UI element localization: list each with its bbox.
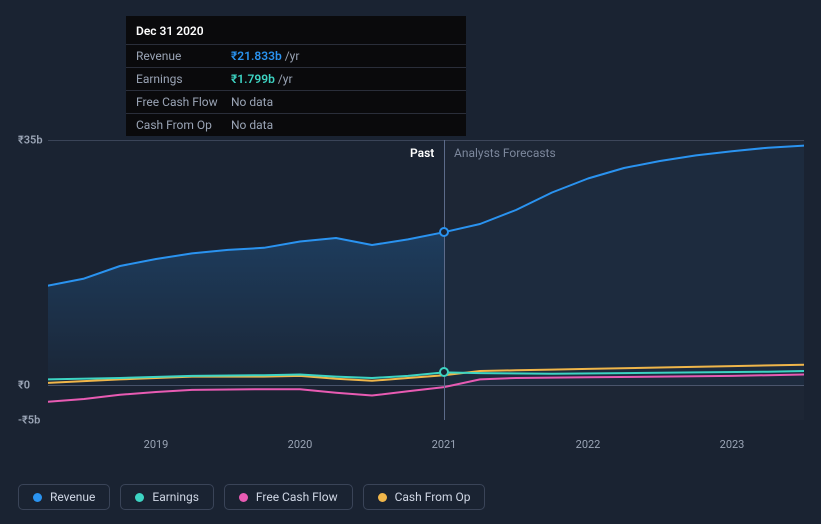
tooltip-metric-value: ₹1.799b /yr xyxy=(231,72,293,86)
legend-dot xyxy=(33,493,42,502)
tooltip-row: Revenue₹21.833b /yr xyxy=(126,44,466,67)
tooltip-metric-value: ₹21.833b /yr xyxy=(231,49,299,63)
tooltip-row: Earnings₹1.799b /yr xyxy=(126,67,466,90)
legend-item-earnings[interactable]: Earnings xyxy=(120,484,214,510)
tooltip-row: Cash From OpNo data xyxy=(126,113,466,136)
tooltip-metric-label: Cash From Op xyxy=(136,118,231,132)
legend-item-free-cash-flow[interactable]: Free Cash Flow xyxy=(224,484,353,510)
tooltip-metric-label: Earnings xyxy=(136,72,231,86)
tooltip-metric-label: Free Cash Flow xyxy=(136,95,231,109)
legend-dot xyxy=(135,493,144,502)
x-axis-tick: 2020 xyxy=(288,438,313,451)
data-marker xyxy=(439,367,449,377)
legend-dot xyxy=(239,493,248,502)
x-axis-tick: 2023 xyxy=(720,438,745,451)
past-label: Past xyxy=(410,146,434,160)
data-marker xyxy=(439,227,449,237)
tooltip-metric-value: No data xyxy=(231,95,273,109)
legend-dot xyxy=(378,493,387,502)
plot-region[interactable]: Past Analysts Forecasts xyxy=(48,140,804,420)
legend-label: Cash From Op xyxy=(395,490,471,504)
chart-container: Dec 31 2020 Revenue₹21.833b /yrEarnings₹… xyxy=(0,0,821,524)
legend-label: Revenue xyxy=(50,490,95,504)
line-chart-svg xyxy=(48,140,804,420)
legend: Revenue Earnings Free Cash Flow Cash From O… xyxy=(18,484,485,510)
cursor-line xyxy=(444,140,445,420)
x-axis-tick: 2021 xyxy=(432,438,457,451)
tooltip-date: Dec 31 2020 xyxy=(126,16,466,44)
hover-tooltip: Dec 31 2020 Revenue₹21.833b /yrEarnings₹… xyxy=(126,16,466,136)
x-axis-tick: 2022 xyxy=(576,438,601,451)
tooltip-row: Free Cash FlowNo data xyxy=(126,90,466,113)
legend-label: Earnings xyxy=(152,490,199,504)
y-axis-tick: ₹0 xyxy=(18,379,30,392)
legend-item-cash-from-op[interactable]: Cash From Op xyxy=(363,484,486,510)
tooltip-metric-label: Revenue xyxy=(136,49,231,63)
x-axis-tick: 2019 xyxy=(144,438,169,451)
forecast-label: Analysts Forecasts xyxy=(454,146,556,160)
y-axis-tick: ₹35b xyxy=(18,134,43,147)
tooltip-metric-value: No data xyxy=(231,118,273,132)
y-axis-tick: -₹5b xyxy=(18,414,40,427)
legend-label: Free Cash Flow xyxy=(256,490,338,504)
chart-area[interactable]: ₹35b ₹0 -₹5b Past Analysts Forecasts 2019 2… xyxy=(18,124,804,468)
legend-item-revenue[interactable]: Revenue xyxy=(18,484,110,510)
